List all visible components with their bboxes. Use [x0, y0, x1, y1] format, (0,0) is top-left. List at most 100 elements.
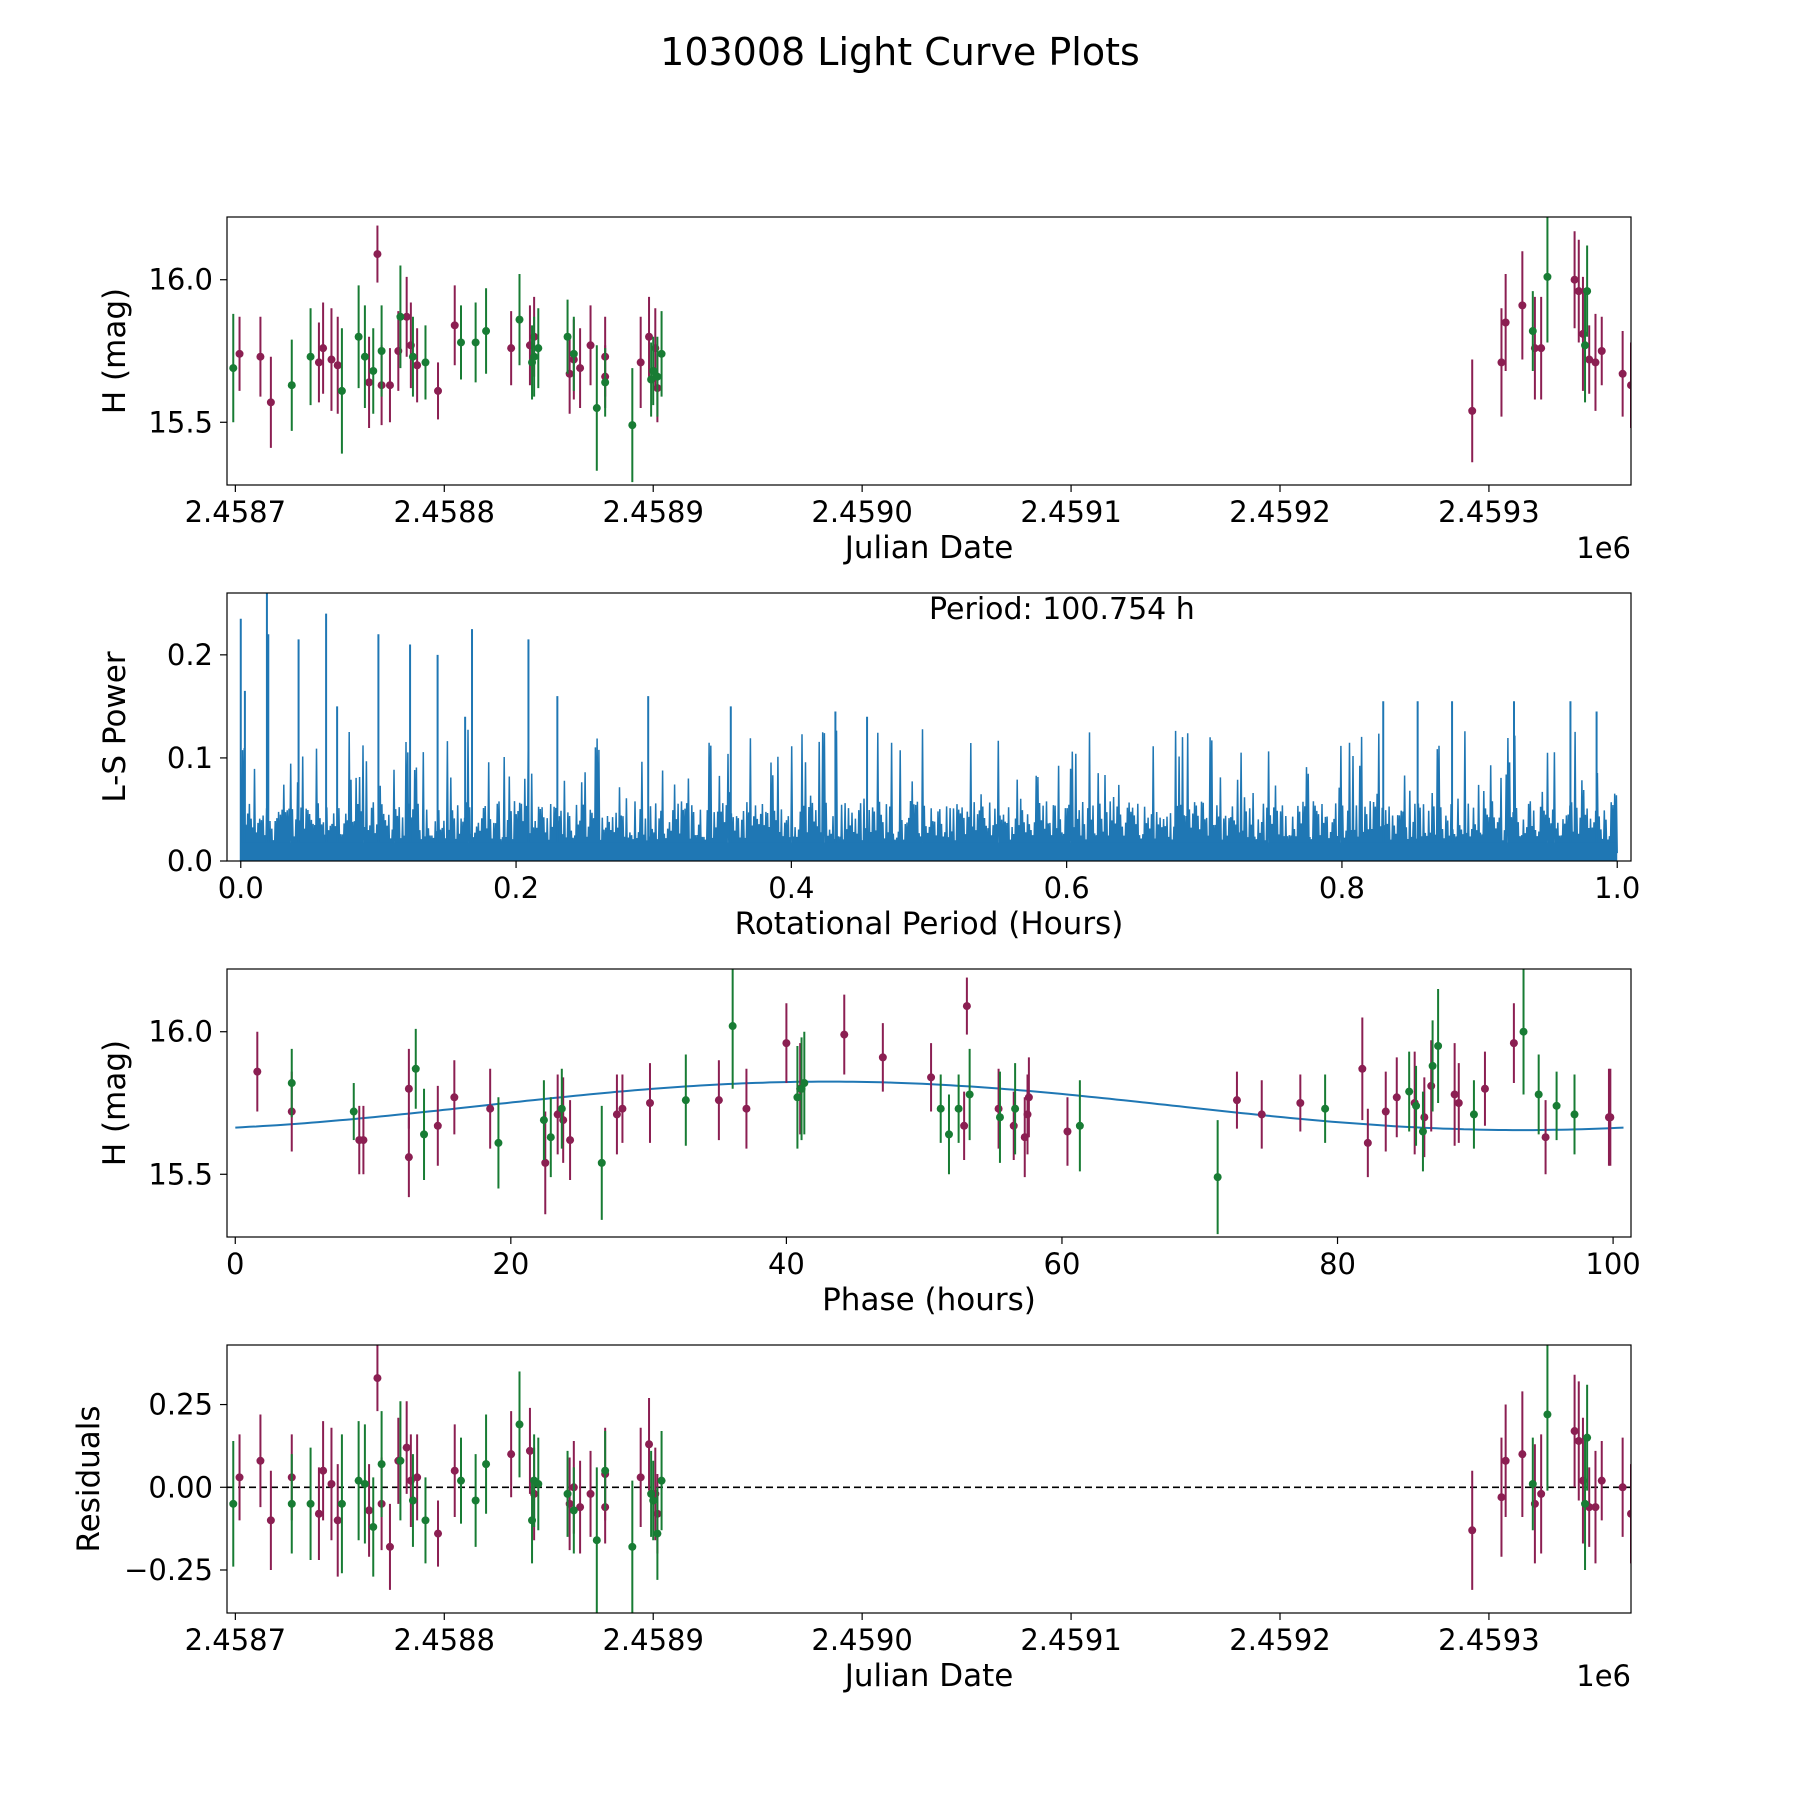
green-point [457, 1476, 465, 1485]
green-point [377, 347, 386, 355]
red-point [1023, 1110, 1032, 1119]
red-point [1063, 1127, 1072, 1136]
red-point [1618, 1483, 1627, 1492]
green-point [421, 358, 430, 367]
green-point [421, 1516, 430, 1525]
green-point [1552, 1101, 1561, 1110]
green-point [649, 1496, 658, 1505]
green-point [534, 344, 543, 353]
axes-frame [226, 1344, 1632, 1614]
red-point [1570, 1427, 1579, 1436]
x-axis-label: Julian Date [843, 1658, 1014, 1694]
green-point [653, 372, 662, 381]
green-point [534, 1479, 543, 1488]
green-point [1583, 287, 1592, 296]
x-tick-label: 2.4592 [1229, 495, 1330, 529]
red-point [1024, 1093, 1033, 1102]
figure-title: 103008 Light Curve Plots [660, 30, 1140, 74]
red-point [1480, 1084, 1489, 1093]
red-point [256, 1456, 265, 1465]
green-point [349, 1107, 358, 1116]
green-point [471, 338, 480, 347]
y-tick-label: 15.5 [148, 405, 213, 439]
x-tick-label: 2.4588 [394, 495, 495, 529]
green-point [354, 332, 363, 341]
red-point [327, 1479, 336, 1488]
red-point [1597, 1476, 1606, 1485]
green-point [657, 349, 666, 358]
green-point [1428, 1061, 1437, 1070]
green-point [954, 1104, 963, 1113]
red-point [434, 386, 443, 395]
red-point [1468, 406, 1477, 415]
green-point [628, 421, 637, 430]
green-point [728, 1022, 737, 1031]
red-point [1363, 1138, 1372, 1147]
panel-data [227, 1345, 1631, 1613]
red-point [402, 1443, 411, 1452]
red-point [541, 1158, 550, 1167]
red-point [253, 1067, 262, 1076]
x-tick-label: 2.4591 [1020, 495, 1121, 529]
period-annotation: Period: 100.754 h [929, 592, 1195, 627]
red-point [1296, 1099, 1305, 1107]
green-point [563, 1489, 572, 1498]
green-point [592, 404, 601, 413]
green-point [396, 312, 405, 321]
red-point [1585, 355, 1594, 364]
y-axis-label: L-S Power [97, 651, 133, 802]
red-point [645, 332, 654, 341]
red-point [645, 1440, 654, 1449]
green-point [1418, 1127, 1427, 1136]
red-point [1606, 1113, 1615, 1122]
green-point [411, 1064, 420, 1073]
red-point [1541, 1133, 1550, 1142]
red-point [962, 1002, 971, 1011]
red-point [327, 355, 336, 364]
red-point [566, 1136, 575, 1145]
red-point [1358, 1064, 1367, 1073]
red-point [559, 1116, 568, 1125]
green-point [369, 366, 378, 375]
green-point [1075, 1121, 1084, 1130]
red-point [1427, 1081, 1436, 1090]
x-offset-label: 1e6 [1576, 531, 1631, 565]
green-point [420, 1130, 429, 1139]
red-point [507, 344, 516, 353]
red-point [1518, 1450, 1527, 1459]
x-tick-label: 2.4592 [1229, 1623, 1330, 1657]
red-point [1257, 1110, 1266, 1119]
red-point [714, 1096, 723, 1105]
red-point [645, 1099, 654, 1107]
red-point [319, 1466, 328, 1475]
green-point [1570, 1110, 1579, 1119]
red-point [1591, 1503, 1600, 1512]
green-point [1583, 1433, 1592, 1442]
green-point [601, 1466, 610, 1475]
red-point [1509, 1039, 1518, 1048]
red-point [878, 1053, 887, 1062]
red-point [385, 381, 394, 390]
red-point [266, 398, 275, 407]
y-tick-label: 0.2 [167, 638, 213, 672]
x-tick-label: 40 [768, 1247, 805, 1281]
red-point [365, 378, 374, 387]
x-tick-label: 2.4587 [185, 495, 286, 529]
green-point [306, 352, 315, 361]
red-point [1631, 347, 1639, 355]
green-point [482, 1460, 491, 1469]
red-point [1392, 1093, 1401, 1102]
red-point [960, 1121, 969, 1130]
red-point [413, 361, 422, 370]
red-point [365, 1506, 374, 1515]
green-point [457, 338, 465, 347]
red-point [553, 1110, 562, 1119]
red-point [1537, 1489, 1546, 1498]
y-axis-label: H (mag) [97, 1040, 133, 1166]
red-point [636, 358, 645, 367]
green-point [563, 332, 572, 341]
red-point [1381, 1107, 1390, 1116]
red-point [333, 1516, 342, 1525]
red-point [618, 1104, 627, 1113]
